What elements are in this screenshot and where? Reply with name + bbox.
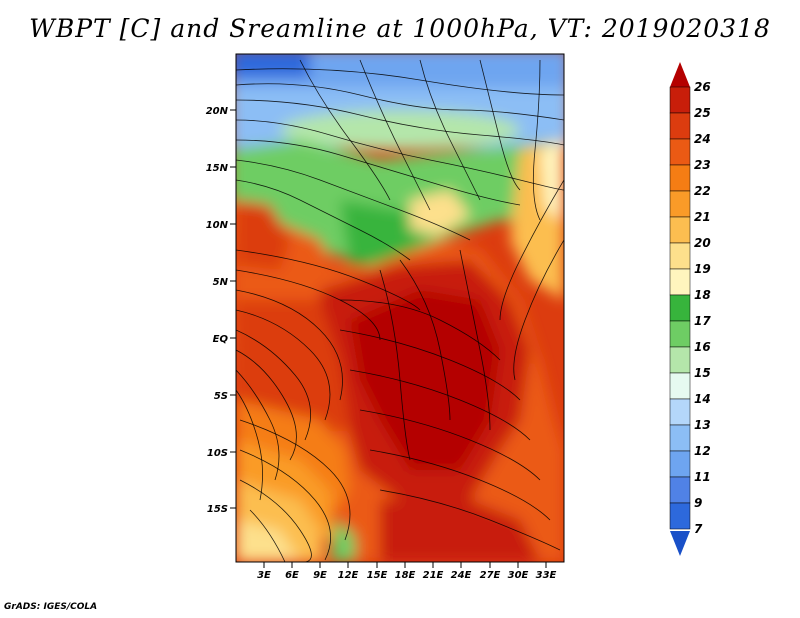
colorbar-label: 26 — [694, 80, 711, 94]
colorbar-label: 20 — [694, 236, 711, 250]
colorbar-segment — [669, 502, 691, 530]
lat-label: 15S — [207, 504, 228, 515]
colorbar-segment — [669, 268, 691, 296]
colorbar-segment — [669, 138, 691, 166]
colorbar-segment — [669, 424, 691, 452]
lon-label: 15E — [367, 570, 388, 581]
colorbar-label: 18 — [694, 288, 711, 302]
wbpt-field — [236, 54, 564, 562]
lon-label: 18E — [395, 570, 416, 581]
lat-label: 5S — [214, 391, 228, 402]
colorbar-label: 15 — [694, 366, 711, 380]
colorbar-label: 21 — [694, 210, 711, 224]
lat-label: 10S — [207, 448, 228, 459]
lon-label: 30E — [508, 570, 529, 581]
colorbar-label: 14 — [694, 392, 711, 406]
lon-label: 33E — [536, 570, 557, 581]
lon-label: 6E — [285, 570, 299, 581]
colorbar-label: 16 — [694, 340, 711, 354]
lat-label: 10N — [206, 220, 229, 231]
grads-credit: GrADS: IGES/COLA — [4, 602, 98, 612]
colorbar-bottom-arrow — [670, 531, 690, 556]
colorbar: 26 25 24 23 22 21 20 19 18 17 16 15 14 1… — [669, 62, 711, 556]
colorbar-segment — [669, 294, 691, 322]
lon-label: 27E — [480, 570, 501, 581]
colorbar-segment — [669, 86, 691, 114]
colorbar-top-arrow — [670, 62, 690, 87]
colorbar-segment — [669, 190, 691, 218]
map-title: WBPT [C] and Sreamline at 1000hPa, VT: 2… — [29, 14, 771, 43]
lon-label: 24E — [451, 570, 472, 581]
colorbar-label: 19 — [694, 262, 711, 276]
colorbar-segment — [669, 450, 691, 478]
colorbar-label: 25 — [694, 106, 711, 120]
colorbar-label: 24 — [694, 132, 711, 146]
colorbar-label: 7 — [694, 522, 703, 536]
plot-frame — [235, 53, 565, 563]
longitude-labels: 3E 6E 9E 12E 15E 18E 21E 24E 27E 30E 33E — [257, 570, 556, 581]
colorbar-segment — [669, 320, 691, 348]
colorbar-segment — [669, 216, 691, 244]
colorbar-segment — [669, 398, 691, 426]
streamlines — [236, 59, 564, 562]
colorbar-segment — [669, 242, 691, 270]
lat-label: 20N — [206, 106, 229, 117]
colorbar-segment — [669, 346, 691, 374]
axis-ticks — [230, 109, 547, 568]
colorbar-segment — [669, 476, 691, 504]
colorbar-segment — [669, 112, 691, 140]
colorbar-label: 17 — [694, 314, 711, 328]
lat-label: 15N — [206, 163, 229, 174]
colorbar-segment — [669, 164, 691, 192]
colorbar-label: 13 — [694, 418, 711, 432]
lon-label: 21E — [423, 570, 444, 581]
lon-label: 9E — [313, 570, 327, 581]
colorbar-segment — [669, 372, 691, 400]
colorbar-label: 9 — [694, 496, 702, 510]
lat-label: EQ — [213, 334, 229, 345]
latitude-labels: 20N 15N 10N 5N EQ 5S 10S 15S — [206, 106, 229, 515]
colorbar-label: 12 — [694, 444, 711, 458]
colorbar-label: 22 — [694, 184, 711, 198]
colorbar-label: 23 — [694, 158, 711, 172]
lat-label: 5N — [213, 277, 229, 288]
lon-label: 3E — [257, 570, 271, 581]
lon-label: 12E — [338, 570, 359, 581]
colorbar-label: 11 — [694, 470, 711, 484]
